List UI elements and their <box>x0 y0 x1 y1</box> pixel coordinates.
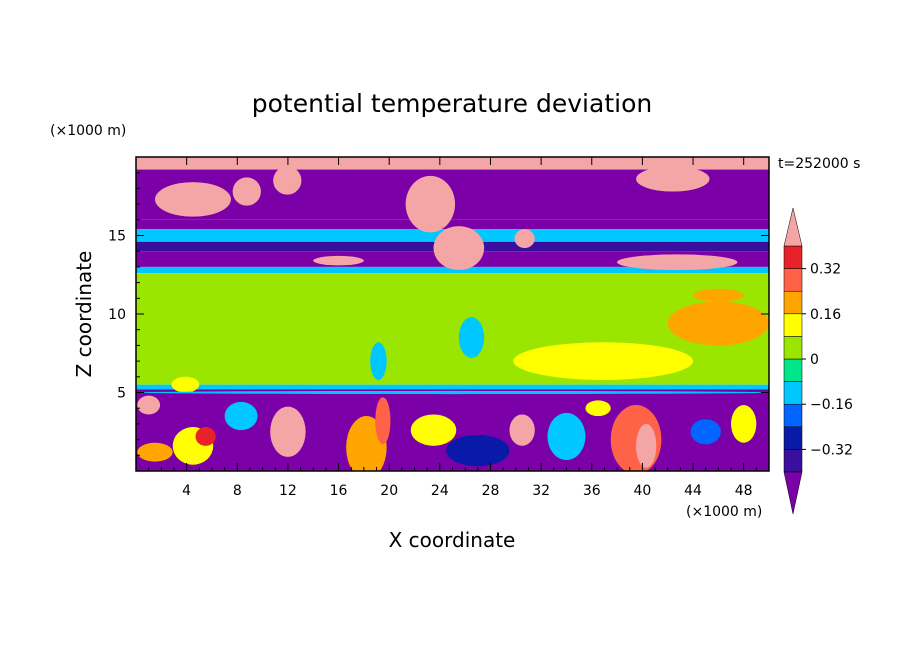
heatmap-patch <box>514 229 535 249</box>
heatmap-cell <box>636 423 657 468</box>
heatmap-cell <box>585 400 611 417</box>
heatmap-patch <box>693 288 744 302</box>
heatmap-band <box>136 157 769 170</box>
heatmap-band <box>136 384 769 390</box>
colorbar-bin <box>783 268 803 292</box>
colorbar-bin <box>783 336 803 360</box>
chart-title: potential temperature deviation <box>252 89 652 118</box>
heatmap-patch <box>273 166 302 195</box>
heatmap-field <box>136 157 769 471</box>
x-tick-label: 8 <box>233 483 242 499</box>
z-tick-label: 5 <box>117 386 126 402</box>
z-unit-label: (×1000 m) <box>50 123 126 139</box>
x-tick-label: 48 <box>735 483 753 499</box>
colorbar-bin <box>783 449 803 473</box>
colorbar-bin <box>783 426 803 450</box>
heatmap-patch <box>232 177 261 206</box>
heatmap-patch <box>313 255 364 266</box>
z-tick-label: 15 <box>108 229 126 245</box>
heatmap-cell <box>137 442 173 462</box>
heatmap-cell <box>731 405 757 443</box>
colorbar-tick-label: 0.16 <box>810 307 841 323</box>
colorbar-tick-label: −0.32 <box>810 442 853 458</box>
heatmap-patch <box>370 342 387 380</box>
x-unit-label: (×1000 m) <box>686 504 762 520</box>
colorbar-extend-min <box>783 471 803 515</box>
x-tick-label: 4 <box>182 483 191 499</box>
colorbar-bin <box>783 245 803 269</box>
z-axis-ticks: 5 10 15 <box>108 172 769 456</box>
colorbar-tick-label: 0.32 <box>810 262 841 278</box>
heatmap-cell <box>224 401 258 431</box>
heatmap-cell <box>690 419 721 445</box>
colorbar: −0.32 −0.16 0 0.16 0.32 <box>783 207 853 515</box>
colorbar-bin <box>783 290 803 315</box>
colorbar-bin <box>783 358 803 382</box>
x-tick-label: 36 <box>583 483 601 499</box>
heatmap-cell <box>270 406 306 457</box>
heatmap-band <box>136 266 769 274</box>
z-axis-label: Z coordinate <box>72 251 96 378</box>
heatmap-patch <box>636 166 710 192</box>
x-axis-label: X coordinate <box>389 528 516 552</box>
x-tick-label: 40 <box>633 483 651 499</box>
colorbar-bin <box>783 403 803 428</box>
x-tick-label: 16 <box>330 483 348 499</box>
heatmap-patch <box>136 390 769 395</box>
x-tick-label: 12 <box>279 483 297 499</box>
heatmap-cell <box>195 427 216 446</box>
heatmap-band <box>136 219 769 230</box>
heatmap-patch <box>433 226 485 271</box>
x-tick-label: 28 <box>482 483 500 499</box>
colorbar-bin <box>783 313 803 337</box>
x-tick-label: 44 <box>684 483 702 499</box>
colorbar-extend-max <box>783 207 803 247</box>
heatmap-patch <box>513 342 694 380</box>
z-tick-label: 10 <box>108 307 126 323</box>
heatmap-cell <box>509 414 535 446</box>
x-tick-label: 24 <box>431 483 449 499</box>
colorbar-tick-label: 0 <box>810 352 819 368</box>
heatmap-cell <box>137 395 161 415</box>
heatmap-cell <box>375 397 391 445</box>
heatmap-patch <box>154 182 231 217</box>
x-tick-label: 20 <box>380 483 398 499</box>
heatmap-patch <box>667 301 769 346</box>
heatmap-cell <box>410 414 457 446</box>
heatmap-cell <box>547 412 586 461</box>
heatmap-patch <box>458 317 485 358</box>
x-tick-label: 32 <box>532 483 550 499</box>
x-axis-ticks: 4 8 12 16 20 24 28 32 36 40 44 48 <box>148 157 757 499</box>
colorbar-bin <box>783 381 803 405</box>
time-label: t=252000 s <box>778 156 860 172</box>
heatmap-patch <box>171 376 200 393</box>
heatmap-cell <box>446 434 510 467</box>
heatmap-patch <box>617 254 738 271</box>
colorbar-tick-label: −0.16 <box>810 397 853 413</box>
heatmap-patch <box>405 175 456 233</box>
